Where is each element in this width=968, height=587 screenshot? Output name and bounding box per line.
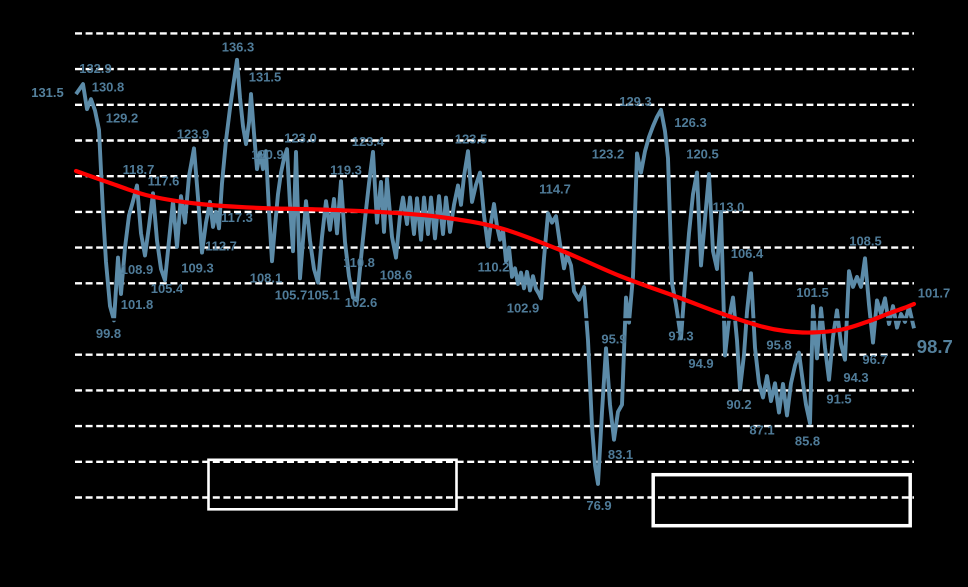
svg-text:85.8: 85.8 — [795, 434, 820, 449]
svg-text:105.1: 105.1 — [307, 288, 340, 303]
svg-text:131.5: 131.5 — [31, 85, 64, 100]
svg-text:96.7: 96.7 — [862, 352, 887, 367]
svg-text:87.1: 87.1 — [749, 423, 774, 438]
svg-text:108.1: 108.1 — [250, 271, 283, 286]
svg-text:101.7: 101.7 — [918, 286, 951, 301]
svg-text:95.9: 95.9 — [601, 332, 626, 347]
svg-text:98.7: 98.7 — [917, 336, 953, 357]
svg-text:106.4: 106.4 — [731, 246, 764, 261]
svg-text:110.2: 110.2 — [478, 260, 510, 275]
svg-text:83.1: 83.1 — [608, 447, 633, 462]
svg-text:123.4: 123.4 — [352, 134, 385, 149]
svg-text:130.8: 130.8 — [92, 80, 125, 95]
svg-text:120.9: 120.9 — [251, 147, 284, 162]
svg-text:94.9: 94.9 — [688, 356, 713, 371]
svg-text:129.3: 129.3 — [619, 94, 652, 109]
svg-text:101.5: 101.5 — [796, 285, 829, 300]
svg-text:102.9: 102.9 — [507, 301, 540, 316]
svg-text:76.9: 76.9 — [586, 498, 611, 513]
svg-text:117.3: 117.3 — [221, 210, 253, 225]
svg-text:90.2: 90.2 — [726, 397, 751, 412]
svg-text:94.3: 94.3 — [843, 370, 868, 385]
svg-text:123.9: 123.9 — [177, 127, 210, 142]
svg-text:105.7: 105.7 — [275, 288, 308, 303]
svg-text:118.7: 118.7 — [123, 162, 155, 177]
svg-text:101.8: 101.8 — [121, 297, 154, 312]
svg-text:108.9: 108.9 — [121, 262, 154, 277]
svg-text:109.3: 109.3 — [181, 261, 214, 276]
svg-text:129.2: 129.2 — [106, 111, 139, 126]
svg-text:117.6: 117.6 — [148, 174, 180, 189]
svg-text:131.5: 131.5 — [249, 70, 282, 85]
svg-text:123.2: 123.2 — [592, 147, 625, 162]
svg-text:95.8: 95.8 — [766, 338, 791, 353]
svg-text:99.8: 99.8 — [96, 326, 121, 341]
svg-text:126.3: 126.3 — [674, 115, 707, 130]
svg-text:112.7: 112.7 — [205, 239, 237, 254]
svg-text:114.7: 114.7 — [539, 182, 571, 197]
svg-text:102.6: 102.6 — [345, 295, 378, 310]
svg-text:136.3: 136.3 — [222, 40, 255, 55]
svg-text:91.5: 91.5 — [826, 392, 851, 407]
svg-text:120.5: 120.5 — [686, 147, 719, 162]
svg-text:110.8: 110.8 — [343, 255, 375, 270]
svg-text:123.5: 123.5 — [455, 132, 488, 147]
svg-text:123.0: 123.0 — [284, 131, 317, 146]
svg-text:132.9: 132.9 — [79, 61, 112, 76]
svg-text:113.0: 113.0 — [713, 200, 745, 215]
svg-text:119.3: 119.3 — [330, 163, 362, 178]
svg-text:97.3: 97.3 — [668, 329, 693, 344]
svg-text:108.6: 108.6 — [380, 268, 413, 283]
svg-text:108.5: 108.5 — [849, 234, 882, 249]
svg-text:105.4: 105.4 — [151, 281, 184, 296]
